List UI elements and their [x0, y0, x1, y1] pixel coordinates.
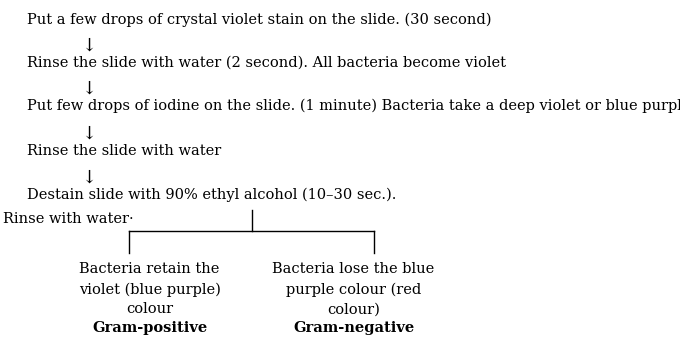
Text: purple colour (red: purple colour (red — [286, 282, 421, 296]
Text: Bacteria lose the blue: Bacteria lose the blue — [273, 262, 435, 276]
Text: Destain slide with 90% ethyl alcohol (10–30 sec.).: Destain slide with 90% ethyl alcohol (10… — [27, 187, 396, 202]
Text: ↓: ↓ — [81, 36, 96, 54]
Text: Put a few drops of crystal violet stain on the slide. (30 second): Put a few drops of crystal violet stain … — [27, 12, 492, 26]
Text: ↓: ↓ — [81, 168, 96, 186]
Text: Put few drops of iodine on the slide. (1 minute) Bacteria take a deep violet or : Put few drops of iodine on the slide. (1… — [27, 99, 680, 113]
Text: Gram-positive: Gram-positive — [92, 321, 207, 335]
Text: Bacteria retain the: Bacteria retain the — [80, 262, 220, 276]
Text: violet (blue purple): violet (blue purple) — [79, 282, 220, 296]
Text: Gram-negative: Gram-negative — [293, 321, 414, 335]
Text: colour): colour) — [327, 302, 380, 316]
Text: colour: colour — [126, 302, 173, 316]
Text: Rinse the slide with water: Rinse the slide with water — [27, 144, 222, 158]
Text: ↓: ↓ — [81, 125, 96, 143]
Text: ↓: ↓ — [81, 80, 96, 98]
Text: Rinse with water·: Rinse with water· — [3, 212, 134, 226]
Text: Rinse the slide with water (2 second). All bacteria become violet: Rinse the slide with water (2 second). A… — [27, 56, 506, 69]
